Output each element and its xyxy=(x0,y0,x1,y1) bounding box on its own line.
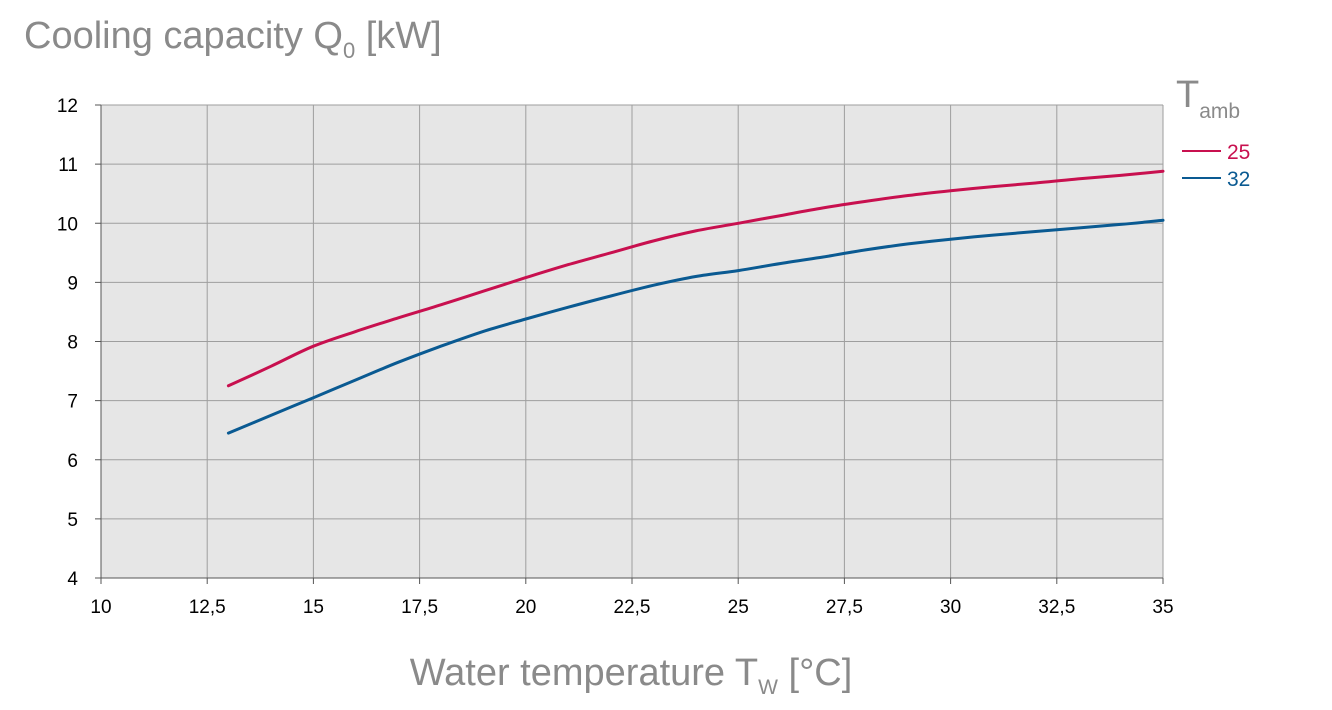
x-tick-label: 30 xyxy=(940,597,961,618)
x-tick-label: 25 xyxy=(728,597,749,618)
legend-label-32: 32 xyxy=(1227,168,1250,191)
y-tick-label: 5 xyxy=(67,510,78,531)
series-lines xyxy=(226,169,1165,435)
legend-title-subscript: amb xyxy=(1199,100,1240,123)
y-axis-ticks: 4 5 6 7 8 9 10 11 12 xyxy=(57,96,101,590)
y-tick-label: 6 xyxy=(67,451,78,472)
y-tick-label: 10 xyxy=(57,214,78,235)
y-tick-label: 12 xyxy=(57,96,78,117)
legend-title: Tamb xyxy=(1176,74,1240,123)
x-tick-label: 20 xyxy=(515,597,536,618)
x-axis-label: Water temperature TW [°C] xyxy=(410,652,853,699)
x-axis-label-main: Water temperature T xyxy=(410,652,758,694)
series-line-25 xyxy=(226,169,1165,388)
y-tick-label: 7 xyxy=(67,392,78,413)
legend-label-25: 25 xyxy=(1227,141,1250,164)
x-axis-label-unit: [°C] xyxy=(778,652,852,694)
chart-title-main: Cooling capacity Q xyxy=(24,15,343,57)
x-tick-label: 17,5 xyxy=(401,597,438,618)
y-tick-label: 11 xyxy=(58,155,78,176)
x-axis-ticks: 10 12,5 15 17,5 20 22,5 25 27,5 30 32,5 35 xyxy=(90,578,1174,618)
chart-title-unit: [kW] xyxy=(355,15,442,57)
x-tick-label: 12,5 xyxy=(189,597,226,618)
x-tick-label: 35 xyxy=(1152,597,1173,618)
x-tick-label: 10 xyxy=(90,597,111,618)
x-tick-label: 32,5 xyxy=(1038,597,1075,618)
y-tick-label: 8 xyxy=(67,333,78,354)
x-tick-label: 22,5 xyxy=(614,597,651,618)
x-axis-label-subscript: W xyxy=(758,676,778,699)
chart-title: Cooling capacity Q0 [kW] xyxy=(24,15,442,63)
y-tick-label: 4 xyxy=(67,569,78,590)
y-tick-label: 9 xyxy=(67,273,78,294)
series-line-32 xyxy=(226,218,1165,435)
legend-title-main: T xyxy=(1176,74,1199,116)
chart-title-subscript: 0 xyxy=(343,38,355,63)
x-tick-label: 27,5 xyxy=(826,597,863,618)
x-tick-label: 15 xyxy=(303,597,324,618)
